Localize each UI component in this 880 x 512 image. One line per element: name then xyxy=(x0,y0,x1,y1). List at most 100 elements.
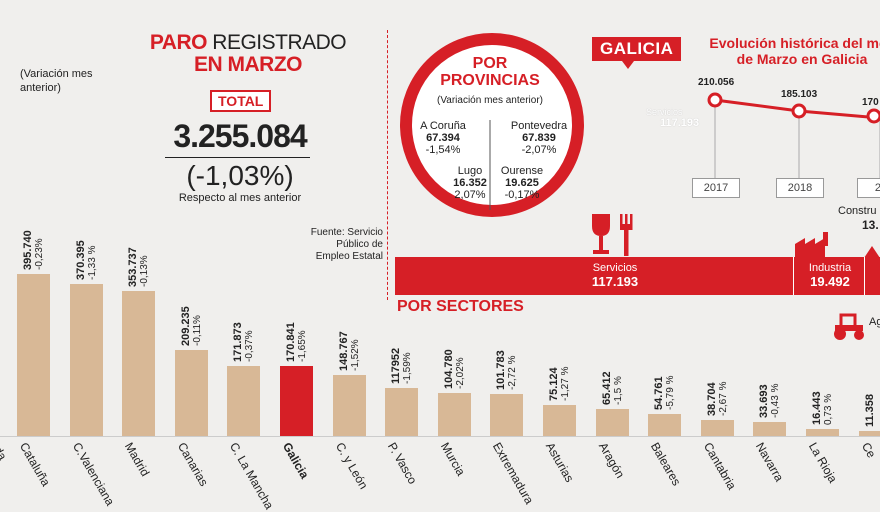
galicia-tag-pointer xyxy=(622,61,634,69)
total-pct: (-1,03%) xyxy=(186,160,294,191)
category-label: Extremadura xyxy=(489,440,537,507)
province-lugo: Lugo 16.352 2,07% xyxy=(437,165,503,201)
bar-value-label: 16.443 0,73 % xyxy=(811,391,834,425)
bar-pct: -0,43 % xyxy=(770,383,781,418)
bar-arag-n xyxy=(596,409,629,436)
bar-value: 75.124 xyxy=(548,367,560,401)
evo-value-2018: 185.103 xyxy=(781,89,818,100)
title-line2: EN MARZO xyxy=(194,53,303,76)
province-name: A Coruña xyxy=(420,120,466,132)
bar-value: 148.767 xyxy=(338,331,350,371)
bar-pct: -0,11% xyxy=(192,315,203,346)
bar-value: 209.235 xyxy=(180,306,192,346)
fork-glass-icon xyxy=(592,214,633,256)
bar-ce xyxy=(859,431,880,436)
sector-name: Servicios xyxy=(592,262,638,274)
evo-value-2019: 170 xyxy=(862,97,879,108)
evo-value-2017: 210.056 xyxy=(698,77,735,88)
evolution-title: Evolución histórica del mes de Marzo en … xyxy=(709,35,880,67)
year-2019: 20 xyxy=(857,178,880,198)
bar-value: 353.737 xyxy=(127,247,139,287)
bar-pct: -1,27 % xyxy=(560,366,571,401)
total-subtitle: Respecto al mes anterior xyxy=(178,192,302,204)
bar-c-y-le-n xyxy=(333,375,366,436)
bar-pct: -1,33 % xyxy=(87,245,98,280)
bar-navarra xyxy=(753,422,786,436)
bar-madrid xyxy=(122,291,155,436)
provincias-title: POR PROVINCIAS xyxy=(420,55,560,89)
bar-pct: -0,37% xyxy=(244,330,255,362)
province-name: Lugo xyxy=(457,165,483,177)
bar-value-label: 54.761 -5,79 % xyxy=(653,376,676,410)
bar-pct: -1,5 % xyxy=(613,376,624,405)
bar-value-label: 11.358 xyxy=(864,393,876,427)
bar-value: 395.740 xyxy=(22,230,34,270)
category-label: Baleares xyxy=(647,440,684,489)
bar-value: 170.841 xyxy=(285,322,297,362)
category-label: Madrid xyxy=(121,440,153,479)
category-label: Aragón xyxy=(595,440,628,481)
evo-side-value: 117.193 xyxy=(660,117,700,129)
category-label: C.Valenciana xyxy=(69,440,118,509)
chart-baseline xyxy=(0,436,880,437)
galicia-tag: GALICIA xyxy=(592,37,682,61)
crane-icon xyxy=(864,246,880,258)
sectores-title: POR SECTORES xyxy=(397,298,524,315)
bar-extremadura xyxy=(490,394,523,436)
category-label: C. La Mancha xyxy=(226,440,277,512)
bar-value: 117952 xyxy=(390,347,402,384)
bar-value: 33.693 xyxy=(758,384,770,418)
bar-la-rioja xyxy=(806,429,839,436)
construccion-label: Constru xyxy=(838,205,877,217)
bar-value-label: 33.693 -0,43 % xyxy=(758,383,781,418)
bar-value-label: 148.767 -1,52% xyxy=(338,331,361,371)
bar-value-label: 104.780 -2,02% xyxy=(443,349,466,389)
bar-value: 65.412 xyxy=(601,371,613,405)
bar-value: 16.443 xyxy=(811,391,823,425)
bar-c-la-mancha xyxy=(227,366,260,436)
evo-point-2019 xyxy=(866,108,880,124)
province-name: Ourense xyxy=(500,165,544,177)
province-value: 67.839 xyxy=(522,132,556,144)
province-value: 19.625 xyxy=(505,177,539,189)
total-value: 3.255.084 xyxy=(173,118,307,154)
bar-value-label: 171.873 -0,37% xyxy=(232,322,255,362)
bar-value-label: 117952 -1,59% xyxy=(390,347,413,384)
year-2017: 2017 xyxy=(692,178,740,198)
bar-pct: -1,52% xyxy=(350,339,361,371)
category-label: Cataluña xyxy=(16,440,54,489)
bar-value: 11.358 xyxy=(864,393,876,427)
category-label: Ce xyxy=(858,440,879,461)
bar-murcia xyxy=(438,393,471,436)
province-pct: -2,07% xyxy=(521,144,557,156)
bar-pct: -2,72 % xyxy=(507,355,518,390)
bar-pct: 0,73 % xyxy=(823,393,834,425)
sector-divider xyxy=(793,257,794,295)
bar-value: 101.783 xyxy=(495,350,507,390)
provincias-title-1: POR xyxy=(472,55,508,72)
province-name: Pontevedra xyxy=(510,120,568,132)
factory-icon xyxy=(795,232,828,258)
source-note: Fuente: Servicio Público de Empleo Estat… xyxy=(310,227,383,262)
province-pct: 2,07% xyxy=(454,189,486,201)
category-label: La Rioja xyxy=(805,440,841,486)
province-ourense: Ourense 19.625 -0,17% xyxy=(489,165,555,201)
category-label: Asturias xyxy=(542,440,577,485)
bar-canarias xyxy=(175,350,208,436)
sector-name: Industria xyxy=(808,262,852,274)
provincias-ring xyxy=(400,33,584,217)
provincias-title-2: PROVINCIAS xyxy=(440,72,540,89)
evo-point-2018 xyxy=(791,103,807,119)
provincias-subtitle: (Variación mes anterior) xyxy=(437,95,543,106)
bar-value: 104.780 xyxy=(443,349,455,389)
bar-value-label: 38.704 -2,67 % xyxy=(706,382,729,416)
province-divider-lines xyxy=(489,120,491,210)
bar-pct: -2,02% xyxy=(455,357,466,389)
evo-side-label: Servicios xyxy=(646,107,683,117)
evo-point-2017 xyxy=(707,92,723,108)
bar-pct: -0,13% xyxy=(139,255,150,287)
bar-value-label: 395.740 -0,23% xyxy=(22,230,45,270)
bar-chart: 395.740 -0,23% Cataluña 370.395 -1,33 % C.Val… xyxy=(16,230,880,512)
bar-c-valenciana xyxy=(70,284,103,436)
sector-value: 117.193 xyxy=(591,274,639,289)
